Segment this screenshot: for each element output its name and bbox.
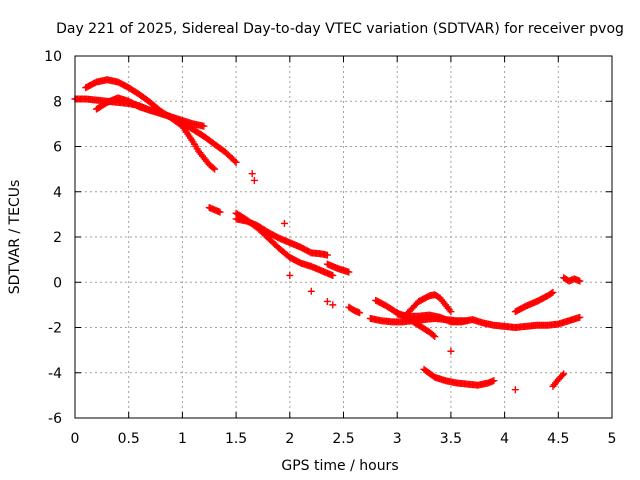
y-tick-labels: -6 -4 -2 0 2 4 6 8 10 [44, 49, 62, 427]
data-point [431, 333, 439, 341]
axis-ticks [74, 55, 613, 419]
data-point [200, 122, 208, 130]
x-tick-label: 0.5 [118, 431, 140, 447]
y-tick-label: -2 [48, 321, 62, 337]
x-tick-labels: 0 0.5 1 1.5 2 2.5 3 3.5 4 4.5 5 [71, 431, 617, 447]
x-tick-label: 1 [178, 431, 187, 447]
y-tick-label: 4 [53, 185, 62, 201]
x-tick-label: 3.5 [440, 431, 462, 447]
data-point [280, 219, 288, 227]
data-point [447, 308, 455, 316]
data-points [71, 76, 584, 394]
x-axis-label: GPS time / hours [281, 458, 398, 474]
y-tick-label: -4 [48, 366, 62, 382]
data-point [323, 251, 331, 259]
data-point [576, 277, 584, 285]
x-tick-label: 1.5 [225, 431, 247, 447]
x-tick-label: 4.5 [547, 431, 569, 447]
data-point [286, 271, 294, 279]
data-point [511, 386, 519, 394]
data-point [490, 377, 498, 385]
data-point [216, 208, 224, 216]
data-point [211, 165, 219, 173]
x-tick-label: 5 [608, 431, 617, 447]
data-point [447, 347, 455, 355]
y-tick-label: 10 [44, 49, 62, 65]
data-point [232, 158, 240, 166]
data-point [209, 164, 217, 172]
data-point [307, 287, 315, 295]
data-point [345, 268, 353, 276]
x-tick-label: 3 [393, 431, 402, 447]
data-point [558, 371, 566, 379]
y-tick-label: -6 [48, 411, 62, 427]
data-point [356, 309, 364, 317]
x-tick-label: 0 [71, 431, 80, 447]
data-point [548, 289, 556, 297]
data-point [429, 331, 437, 339]
data-point [250, 176, 258, 184]
x-tick-label: 2.5 [332, 431, 354, 447]
plot-frame [74, 55, 613, 419]
y-axis-label: SDTVAR / TECUs [7, 180, 23, 295]
data-point [248, 170, 256, 178]
y-tick-label: 2 [53, 230, 62, 246]
grid-lines [75, 56, 612, 418]
y-tick-label: 6 [53, 140, 62, 156]
data-point [549, 288, 557, 296]
data-point [231, 157, 239, 165]
x-tick-label: 2 [285, 431, 294, 447]
y-tick-label: 8 [53, 94, 62, 110]
x-tick-label: 4 [500, 431, 509, 447]
data-point [329, 301, 337, 309]
data-point [329, 271, 337, 279]
y-tick-label: 0 [53, 275, 62, 291]
data-point [323, 297, 331, 305]
chart-title: Day 221 of 2025, Sidereal Day-to-day VTE… [56, 21, 624, 37]
data-point [576, 313, 584, 321]
data-point [560, 370, 568, 378]
